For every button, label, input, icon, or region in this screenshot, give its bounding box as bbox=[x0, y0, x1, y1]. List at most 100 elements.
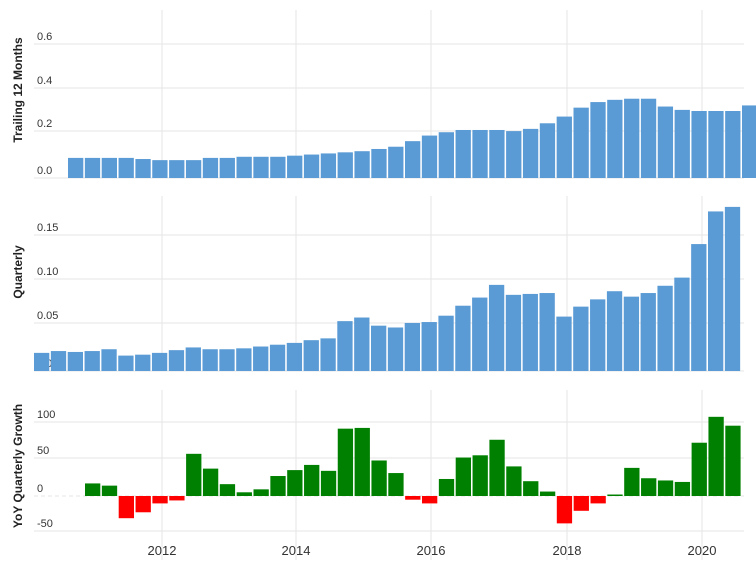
bar[interactable] bbox=[674, 109, 690, 178]
bar[interactable] bbox=[354, 317, 370, 371]
bar[interactable] bbox=[320, 470, 337, 496]
bar[interactable] bbox=[657, 480, 674, 496]
bar[interactable] bbox=[118, 355, 134, 371]
bar[interactable] bbox=[556, 496, 573, 524]
bar[interactable] bbox=[590, 102, 606, 178]
bar[interactable] bbox=[606, 291, 623, 371]
bar[interactable] bbox=[489, 129, 505, 178]
bar[interactable] bbox=[169, 160, 185, 178]
bar[interactable] bbox=[691, 244, 707, 371]
bar[interactable] bbox=[253, 346, 269, 371]
bar[interactable] bbox=[304, 464, 320, 496]
bar[interactable] bbox=[101, 485, 118, 496]
bar[interactable] bbox=[657, 106, 674, 178]
bar[interactable] bbox=[84, 157, 101, 178]
bar[interactable] bbox=[725, 111, 741, 178]
bar[interactable] bbox=[303, 154, 320, 178]
bar[interactable] bbox=[506, 466, 522, 496]
bar[interactable] bbox=[388, 146, 404, 178]
bar[interactable] bbox=[152, 496, 168, 504]
bar[interactable] bbox=[151, 352, 168, 371]
bar[interactable] bbox=[556, 316, 572, 371]
bar[interactable] bbox=[522, 293, 538, 371]
bar[interactable] bbox=[742, 105, 756, 178]
bar[interactable] bbox=[371, 460, 387, 496]
bar[interactable] bbox=[421, 322, 437, 371]
bar[interactable] bbox=[590, 496, 606, 504]
bar[interactable] bbox=[185, 160, 202, 178]
bar[interactable] bbox=[438, 132, 454, 178]
bar[interactable] bbox=[320, 338, 336, 371]
bar[interactable] bbox=[640, 293, 656, 371]
bar[interactable] bbox=[337, 152, 353, 178]
bar[interactable] bbox=[422, 496, 438, 504]
bar[interactable] bbox=[152, 160, 168, 178]
bar[interactable] bbox=[337, 428, 354, 496]
bar[interactable] bbox=[405, 496, 421, 500]
bar[interactable] bbox=[118, 157, 134, 178]
bar[interactable] bbox=[657, 285, 673, 371]
bar[interactable] bbox=[455, 305, 471, 371]
bar[interactable] bbox=[708, 416, 724, 496]
bar[interactable] bbox=[556, 116, 572, 178]
bar[interactable] bbox=[539, 491, 556, 496]
bar[interactable] bbox=[438, 478, 455, 496]
bar[interactable] bbox=[371, 325, 387, 371]
bar[interactable] bbox=[202, 468, 219, 496]
bar[interactable] bbox=[270, 156, 286, 178]
bar[interactable] bbox=[607, 99, 623, 178]
bar[interactable] bbox=[455, 129, 471, 178]
bar[interactable] bbox=[506, 131, 522, 178]
bar[interactable] bbox=[219, 349, 235, 371]
bar[interactable] bbox=[34, 352, 50, 371]
bar[interactable] bbox=[405, 141, 421, 178]
bar[interactable] bbox=[101, 349, 117, 371]
bar[interactable] bbox=[488, 284, 505, 371]
bar[interactable] bbox=[573, 496, 589, 511]
bar[interactable] bbox=[624, 467, 640, 496]
bar[interactable] bbox=[185, 347, 201, 371]
bar[interactable] bbox=[522, 128, 539, 178]
bar[interactable] bbox=[607, 494, 623, 496]
bar[interactable] bbox=[708, 111, 724, 178]
bar[interactable] bbox=[455, 457, 471, 496]
bar[interactable] bbox=[725, 425, 741, 496]
bar[interactable] bbox=[387, 327, 404, 371]
bar[interactable] bbox=[624, 98, 640, 178]
bar[interactable] bbox=[708, 211, 724, 371]
bar[interactable] bbox=[691, 111, 707, 178]
bar[interactable] bbox=[623, 296, 640, 371]
bar[interactable] bbox=[236, 492, 252, 496]
bar[interactable] bbox=[640, 98, 657, 178]
bar[interactable] bbox=[505, 294, 522, 371]
bar[interactable] bbox=[472, 297, 488, 371]
bar[interactable] bbox=[287, 155, 303, 178]
bar[interactable] bbox=[269, 344, 286, 371]
bar[interactable] bbox=[371, 148, 387, 178]
bar[interactable] bbox=[50, 351, 67, 371]
bar[interactable] bbox=[472, 455, 488, 496]
bar[interactable] bbox=[253, 156, 269, 178]
bar[interactable] bbox=[168, 350, 185, 371]
bar[interactable] bbox=[169, 496, 185, 501]
bar[interactable] bbox=[320, 153, 337, 178]
bar[interactable] bbox=[202, 349, 218, 371]
bar[interactable] bbox=[118, 496, 134, 519]
bar[interactable] bbox=[135, 159, 151, 178]
bar[interactable] bbox=[287, 470, 303, 496]
bar[interactable] bbox=[135, 496, 151, 513]
bar[interactable] bbox=[404, 322, 420, 371]
bar[interactable] bbox=[674, 481, 691, 496]
bar[interactable] bbox=[641, 478, 657, 496]
bar[interactable] bbox=[724, 206, 741, 371]
bar[interactable] bbox=[472, 129, 488, 178]
bar[interactable] bbox=[523, 481, 539, 496]
bar[interactable] bbox=[202, 157, 219, 178]
bar[interactable] bbox=[573, 107, 589, 178]
bar[interactable] bbox=[303, 340, 319, 371]
bar[interactable] bbox=[67, 351, 83, 371]
bar[interactable] bbox=[219, 157, 235, 178]
bar[interactable] bbox=[354, 427, 370, 496]
bar[interactable] bbox=[84, 351, 100, 371]
bar[interactable] bbox=[286, 342, 303, 371]
